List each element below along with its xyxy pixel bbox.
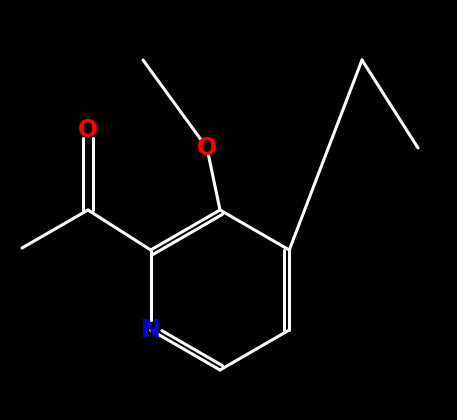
Text: O: O <box>197 136 217 160</box>
Text: N: N <box>141 318 160 342</box>
Text: O: O <box>78 118 98 142</box>
